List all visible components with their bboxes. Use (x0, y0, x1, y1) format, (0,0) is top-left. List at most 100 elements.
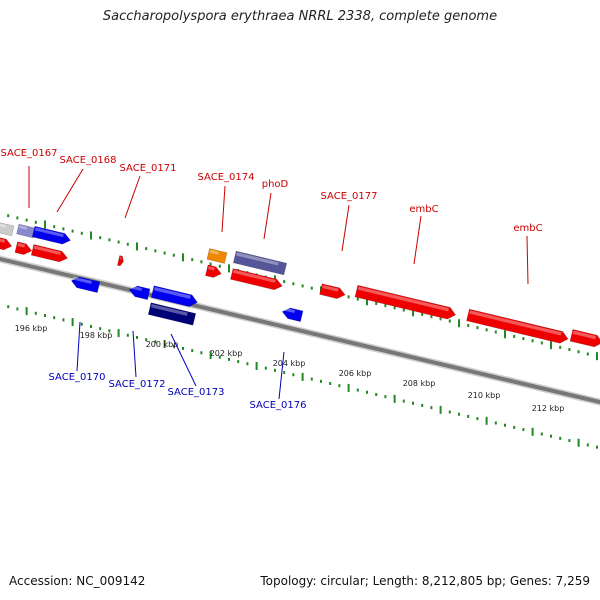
reverse-gene-dark[interactable] (147, 302, 197, 326)
gc-tick (384, 395, 387, 399)
forward-gene-arrow[interactable] (466, 308, 570, 345)
forward-gene-grey[interactable] (0, 221, 15, 237)
gc-tick (310, 286, 313, 290)
forward-gene-label[interactable]: SACE_0168 (60, 155, 117, 166)
label-leader-line (132, 330, 137, 378)
forward-gene-arrow[interactable] (14, 241, 33, 256)
forward-gene-arrow[interactable] (354, 284, 457, 320)
forward-gene-label[interactable]: SACE_0174 (198, 172, 255, 183)
reverse-gene-label[interactable]: SACE_0173 (168, 387, 225, 398)
gc-tick (136, 242, 138, 251)
scale-labels: 196 kbp 198 kbp 200 kbp 202 kbp 204 kbp 206 k… (15, 324, 565, 413)
gc-tick (458, 412, 460, 416)
gc-tick (568, 439, 571, 443)
gc-tick (421, 403, 424, 407)
forward-gene-purple[interactable] (232, 250, 288, 276)
gene-features (0, 221, 600, 348)
gc-tick (412, 401, 414, 405)
gc-tick (145, 338, 148, 342)
gc-tick (154, 340, 157, 344)
gc-tick (430, 406, 433, 410)
forward-gene-label[interactable]: SACE_0171 (120, 163, 177, 174)
gc-tick (209, 262, 212, 266)
gc-tick (375, 392, 378, 396)
gc-tick (448, 319, 451, 323)
gc-tick (16, 307, 19, 311)
forward-gene-label[interactable]: embC (409, 204, 438, 215)
gc-tick (200, 351, 203, 355)
reverse-gene-arrow[interactable] (70, 275, 101, 293)
gc-tick (467, 323, 470, 327)
gc-tick (448, 410, 451, 414)
gc-tick (283, 280, 286, 284)
gc-tick (209, 350, 212, 359)
reverse-gene-arrow[interactable] (281, 306, 304, 323)
gc-tick (586, 352, 589, 356)
gc-tick (531, 427, 534, 436)
gc-tick (467, 414, 470, 418)
forward-gene-orange[interactable] (206, 248, 228, 264)
gc-tick (80, 322, 83, 326)
reverse-gene-arrow[interactable] (150, 285, 199, 308)
gc-tick (412, 308, 414, 317)
forward-gene-lavender[interactable] (16, 223, 36, 239)
gc-tick (7, 214, 10, 218)
reverse-gene-label[interactable]: SACE_0170 (49, 372, 106, 383)
gc-tick (586, 443, 589, 447)
gc-tick (191, 349, 194, 353)
gc-tick (228, 357, 230, 361)
gc-tick (393, 394, 396, 403)
gc-tick (301, 372, 304, 381)
forward-gene-arrow[interactable] (319, 283, 347, 301)
reverse-gene-label[interactable]: SACE_0176 (250, 400, 307, 411)
forward-gene-label[interactable]: SACE_0167 (1, 148, 58, 159)
gc-tick (550, 341, 552, 350)
gc-tick (182, 253, 184, 262)
gc-tick (53, 225, 56, 229)
genome-title: Saccharopolyspora erythraea NRRL 2338, c… (102, 9, 498, 24)
gc-tick (596, 445, 598, 449)
gc-tick (246, 362, 249, 366)
gc-tick (577, 438, 580, 447)
gc-tick (237, 360, 240, 364)
label-leader-line (170, 333, 197, 387)
gc-tick (117, 329, 120, 338)
gc-tick (90, 324, 92, 328)
scale-label: 206 kbp (339, 369, 372, 378)
gc-tick (99, 327, 102, 331)
gc-tick (375, 301, 378, 305)
forward-gene-arrow[interactable] (0, 236, 13, 252)
scale-label: 200 kbp (146, 340, 179, 349)
forward-gene-arrow-blue[interactable] (31, 225, 72, 246)
gc-tick (559, 345, 562, 349)
reverse-gene-arrow[interactable] (128, 284, 151, 301)
gc-tick (513, 425, 516, 429)
gc-tick (16, 216, 19, 220)
label-leader-line (221, 185, 226, 233)
label-leader-line (76, 321, 81, 372)
reverse-gene-label[interactable]: SACE_0172 (109, 379, 166, 390)
gc-tick (356, 388, 359, 392)
forward-gene-arrow[interactable] (230, 268, 283, 292)
gc-tick (25, 218, 28, 222)
scale-label: 196 kbp (15, 324, 48, 333)
forward-gene-arrow[interactable] (30, 244, 69, 263)
forward-gene-label[interactable]: embC (513, 223, 542, 234)
label-leader-line (263, 192, 272, 240)
gc-tick (99, 236, 102, 240)
forward-gene-arrow[interactable] (205, 264, 222, 279)
forward-gene-label[interactable]: SACE_0177 (321, 191, 378, 202)
gc-tick (329, 382, 332, 386)
gc-tick (218, 355, 221, 359)
forward-gene-label[interactable]: phoD (262, 179, 289, 190)
label-leader-line (56, 168, 84, 213)
gc-tick (274, 368, 276, 372)
gc-tick (494, 421, 497, 425)
gc-tick (44, 220, 46, 229)
gc-tick (577, 350, 580, 354)
gc-tick (540, 341, 543, 345)
forward-gene-arrow[interactable] (117, 255, 124, 267)
forward-gene-arrow[interactable] (569, 329, 600, 348)
